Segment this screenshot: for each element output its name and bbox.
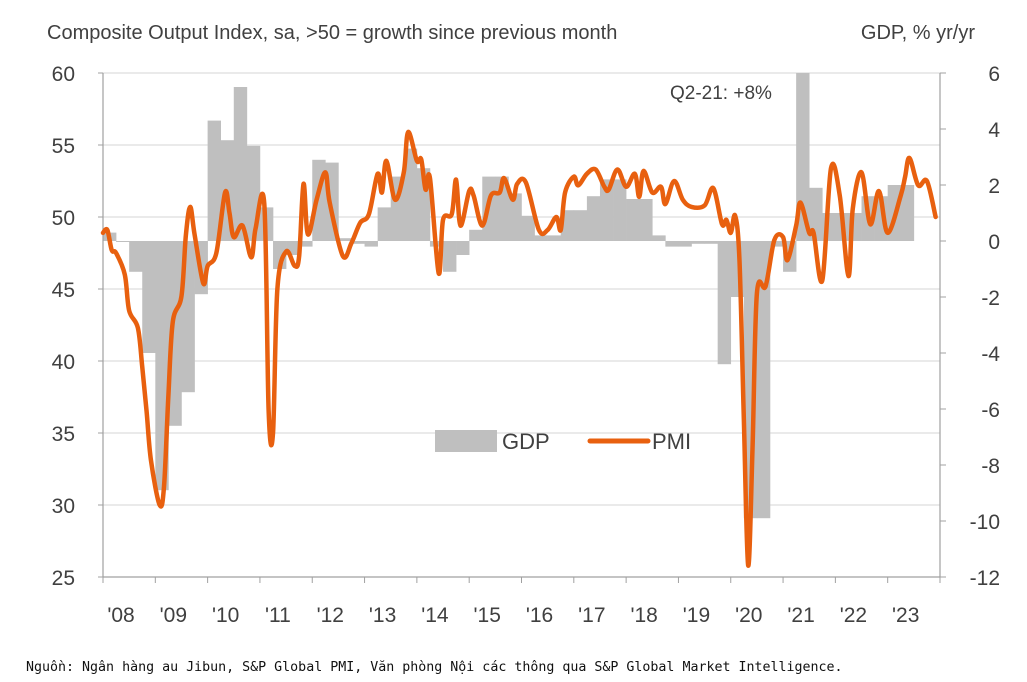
annotation-q2-21: Q2-21: +8% bbox=[670, 83, 772, 104]
x-tick-label: '15 bbox=[474, 604, 501, 627]
legend: GDP PMI bbox=[435, 429, 691, 454]
x-tick-label: '14 bbox=[421, 604, 449, 627]
x-tick-label: '10 bbox=[212, 604, 239, 627]
gdp-bar bbox=[639, 199, 653, 241]
gdp-bar bbox=[233, 87, 248, 241]
x-tick-label: '21 bbox=[787, 604, 814, 627]
gdp-bar bbox=[142, 241, 156, 353]
gdp-bar bbox=[586, 196, 601, 241]
axes bbox=[98, 72, 946, 583]
x-tick-label: '17 bbox=[578, 604, 605, 627]
x-tick-label: '09 bbox=[160, 604, 187, 627]
gdp-bar bbox=[377, 207, 392, 241]
gdp-bar bbox=[403, 148, 418, 241]
x-tick-label: '23 bbox=[892, 604, 919, 627]
gdp-bar bbox=[678, 241, 692, 247]
gdp-bar bbox=[469, 229, 483, 241]
gdp-bar bbox=[207, 120, 222, 241]
legend-gdp-swatch bbox=[435, 430, 497, 452]
pmi-line bbox=[100, 129, 938, 568]
gdp-bar bbox=[364, 241, 378, 247]
gdp-bar bbox=[809, 187, 823, 241]
x-tick-label: '18 bbox=[630, 604, 657, 627]
pmi-line-group bbox=[100, 129, 938, 568]
left-tick-label: 55 bbox=[52, 135, 75, 158]
right-tick-label: 4 bbox=[988, 119, 1000, 142]
gdp-bar bbox=[456, 241, 470, 255]
gdp-bar bbox=[547, 235, 562, 241]
gdp-bar bbox=[168, 241, 182, 426]
gdp-bar bbox=[573, 210, 588, 241]
tick-labels: 25 30 35 40 45 50 55 60 -12 -10 -8 -6 -4 -2 0 2 4 6 '08 '09… bbox=[52, 63, 1001, 627]
right-tick-label: 0 bbox=[988, 231, 1000, 254]
x-tick-label: '08 bbox=[107, 604, 134, 627]
left-tick-label: 25 bbox=[52, 567, 75, 590]
x-tick-label: '19 bbox=[683, 604, 710, 627]
gdp-bar bbox=[129, 241, 143, 272]
left-tick-label: 60 bbox=[52, 63, 75, 86]
right-axis-title: GDP, % yr/yr bbox=[861, 22, 975, 44]
left-tick-label: 30 bbox=[52, 495, 75, 518]
gdp-bar bbox=[116, 241, 130, 242]
gdp-bar bbox=[652, 235, 666, 241]
gdp-bar bbox=[508, 193, 522, 241]
right-tick-label: 2 bbox=[988, 175, 1000, 198]
gdp-bar bbox=[691, 241, 705, 244]
gdp-bar bbox=[599, 179, 614, 241]
x-tick-label: '13 bbox=[369, 604, 396, 627]
right-tick-label: -8 bbox=[981, 455, 1000, 478]
gdp-bar bbox=[534, 235, 548, 241]
gdp-bar bbox=[665, 241, 679, 247]
gdp-bar bbox=[351, 241, 365, 244]
right-tick-label: 6 bbox=[988, 63, 1000, 86]
left-tick-label: 50 bbox=[52, 207, 75, 230]
gdp-bar bbox=[613, 179, 627, 241]
source-note: Nguồn: Ngân hàng au Jibun, S&P Global PM… bbox=[26, 660, 843, 675]
left-tick-label: 45 bbox=[52, 279, 75, 302]
left-tick-label: 40 bbox=[52, 351, 75, 374]
gdp-bar bbox=[704, 241, 718, 244]
gdp-bar bbox=[796, 73, 810, 241]
gdp-bar bbox=[443, 241, 457, 272]
x-tick-label: '20 bbox=[735, 604, 762, 627]
gdp-bar bbox=[338, 238, 352, 241]
gdp-bar bbox=[756, 241, 771, 519]
gdp-bar bbox=[521, 215, 535, 241]
gdp-bar bbox=[626, 199, 640, 241]
left-axis-title: Composite Output Index, sa, >50 = growth… bbox=[47, 22, 617, 44]
gdp-bar bbox=[299, 241, 313, 247]
right-tick-label: -2 bbox=[981, 287, 1000, 310]
gdp-bar bbox=[900, 185, 915, 241]
gdp-bar bbox=[769, 241, 784, 247]
gdp-bar bbox=[717, 241, 732, 365]
legend-pmi-label: PMI bbox=[652, 429, 691, 454]
right-tick-label: -12 bbox=[970, 567, 1000, 590]
x-tick-label: '11 bbox=[265, 604, 291, 627]
left-tick-label: 35 bbox=[52, 423, 75, 446]
x-tick-label: '22 bbox=[840, 604, 867, 627]
x-tick-label: '12 bbox=[317, 604, 344, 627]
right-tick-label: -4 bbox=[981, 343, 1000, 366]
x-tick-label: '16 bbox=[526, 604, 553, 627]
right-tick-label: -10 bbox=[970, 511, 1000, 534]
legend-gdp-label: GDP bbox=[502, 429, 550, 454]
right-tick-label: -6 bbox=[981, 399, 1000, 422]
